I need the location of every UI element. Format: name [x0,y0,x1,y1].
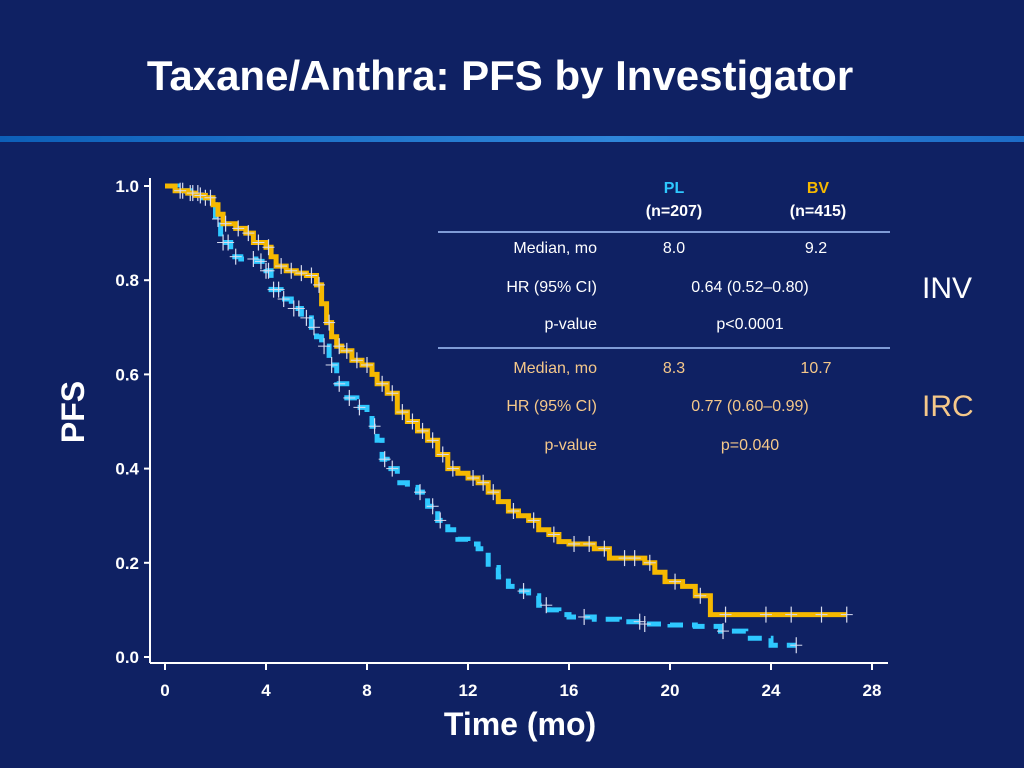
x-tick-label: 16 [560,681,579,700]
irc-hr-label: HR (95% CI) [506,398,597,415]
title-divider [0,136,1024,142]
bv-legend-n: (n=415) [789,203,847,220]
irc-hr-value: 0.77 (0.60–0.99) [691,398,809,415]
table-rule-mid [438,347,890,349]
inv-median-pl: 8.0 [662,240,686,257]
x-tick-label: 0 [160,681,169,700]
irc-section-tag: IRC [922,390,974,423]
inv-section-tag: INV [922,272,973,305]
y-tick-label: 0.2 [115,554,139,573]
table-rule-top [438,231,890,233]
slide-title: Taxane/Anthra: PFS by Investigator [146,52,854,99]
y-axis-title: PFS [55,381,91,443]
irc-median-pl: 8.3 [662,360,686,377]
x-tick-label: 24 [762,681,781,700]
y-tick-label: 0.8 [115,271,139,290]
x-tick-label: 12 [459,681,478,700]
x-tick-label: 4 [261,681,271,700]
chart-series [165,182,853,654]
inv-hr-label: HR (95% CI) [506,279,597,296]
y-tick-label: 0.0 [115,648,139,667]
y-tick-label: 0.6 [115,365,139,384]
y-tick-label: 0.4 [115,460,139,479]
inv-hr-value: 0.64 (0.52–0.80) [691,279,809,296]
inv-median-label: Median, mo [513,240,597,257]
chart-axes: 0.0 0.2 0.4 0.6 0.8 1.0 0 4 8 12 16 20 24 28 [115,177,888,700]
irc-p-label: p-value [544,437,597,454]
x-tick-label: 8 [362,681,371,700]
inv-p-label: p-value [544,316,597,333]
irc-median-bv: 10.7 [800,360,832,377]
x-tick-label: 20 [661,681,680,700]
y-tick-label: 1.0 [115,177,139,196]
pl-legend-label: PL [663,180,685,197]
inv-p-value: p<0.0001 [716,316,784,333]
bv-legend-label: BV [806,180,830,197]
pl-legend-n: (n=207) [645,203,703,220]
inv-median-bv: 9.2 [804,240,828,257]
x-tick-label: 28 [863,681,882,700]
x-axis-title: Time (mo) [444,706,596,742]
irc-p-value: p=0.040 [720,437,780,454]
irc-median-label: Median, mo [513,360,597,377]
